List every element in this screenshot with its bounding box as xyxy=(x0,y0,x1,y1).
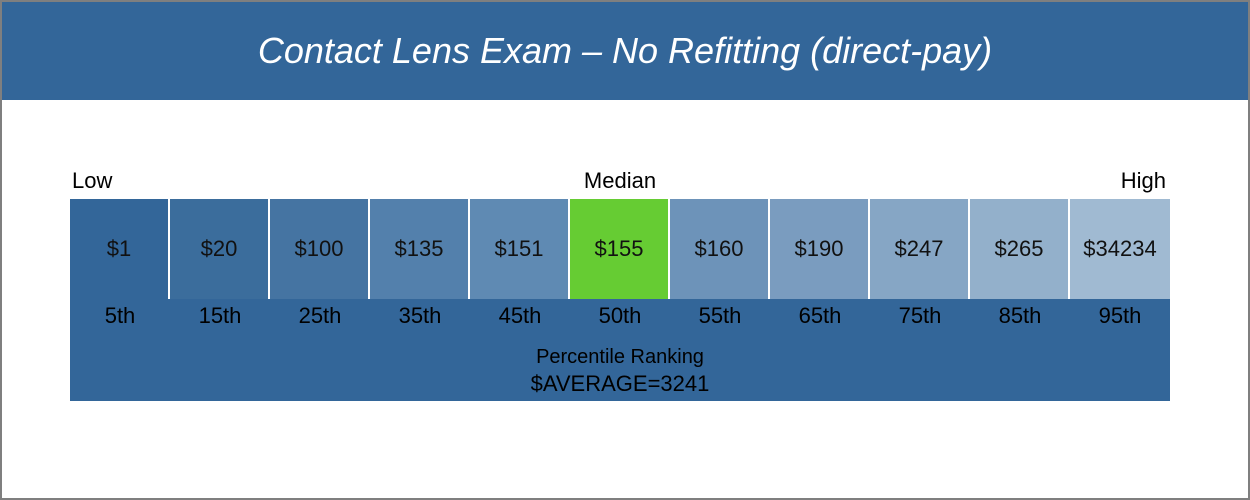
percentile-label: 15th xyxy=(198,303,242,328)
percentile-label: 55th xyxy=(698,303,742,328)
median-label: Median xyxy=(583,168,657,193)
value-cell: $160 xyxy=(670,199,770,299)
percentile-label: 95th xyxy=(1098,303,1142,328)
value-cell: $20 xyxy=(170,199,270,299)
percentile-label: 25th xyxy=(298,303,342,328)
percentile-label: 35th xyxy=(398,303,442,328)
chart-title: Contact Lens Exam – No Refitting (direct… xyxy=(257,30,993,71)
percentile-label: 65th xyxy=(798,303,842,328)
value-cell: $100 xyxy=(270,199,370,299)
percentile-label: 5th xyxy=(104,303,136,328)
title-bar: Contact Lens Exam – No Refitting (direct… xyxy=(2,2,1248,100)
value-cell-median: $155 xyxy=(570,199,670,299)
average-label: $AVERAGE=3241 xyxy=(530,371,710,396)
value-cell: $190 xyxy=(770,199,870,299)
x-axis-label: Percentile Ranking xyxy=(536,346,704,368)
high-label: High xyxy=(1120,168,1166,193)
percentile-label: 45th xyxy=(498,303,542,328)
percentile-label: 85th xyxy=(998,303,1042,328)
value-cell: $1 xyxy=(70,199,170,299)
value-cell: $247 xyxy=(870,199,970,299)
percentile-label: 50th xyxy=(598,303,642,328)
value-cell: $135 xyxy=(370,199,470,299)
value-cell: $151 xyxy=(470,199,570,299)
percentile-label: 75th xyxy=(898,303,942,328)
percentile-footer: Percentile Ranking $AVERAGE=3241 5th 15th… xyxy=(70,299,1170,401)
value-cell: $265 xyxy=(970,199,1070,299)
value-cell: $34234 xyxy=(1070,199,1170,299)
low-label: Low xyxy=(72,168,113,193)
value-cells-row: $1 $20 $100 $135 $151 $155 $160 $190 $247 $265 $34… xyxy=(70,199,1170,299)
